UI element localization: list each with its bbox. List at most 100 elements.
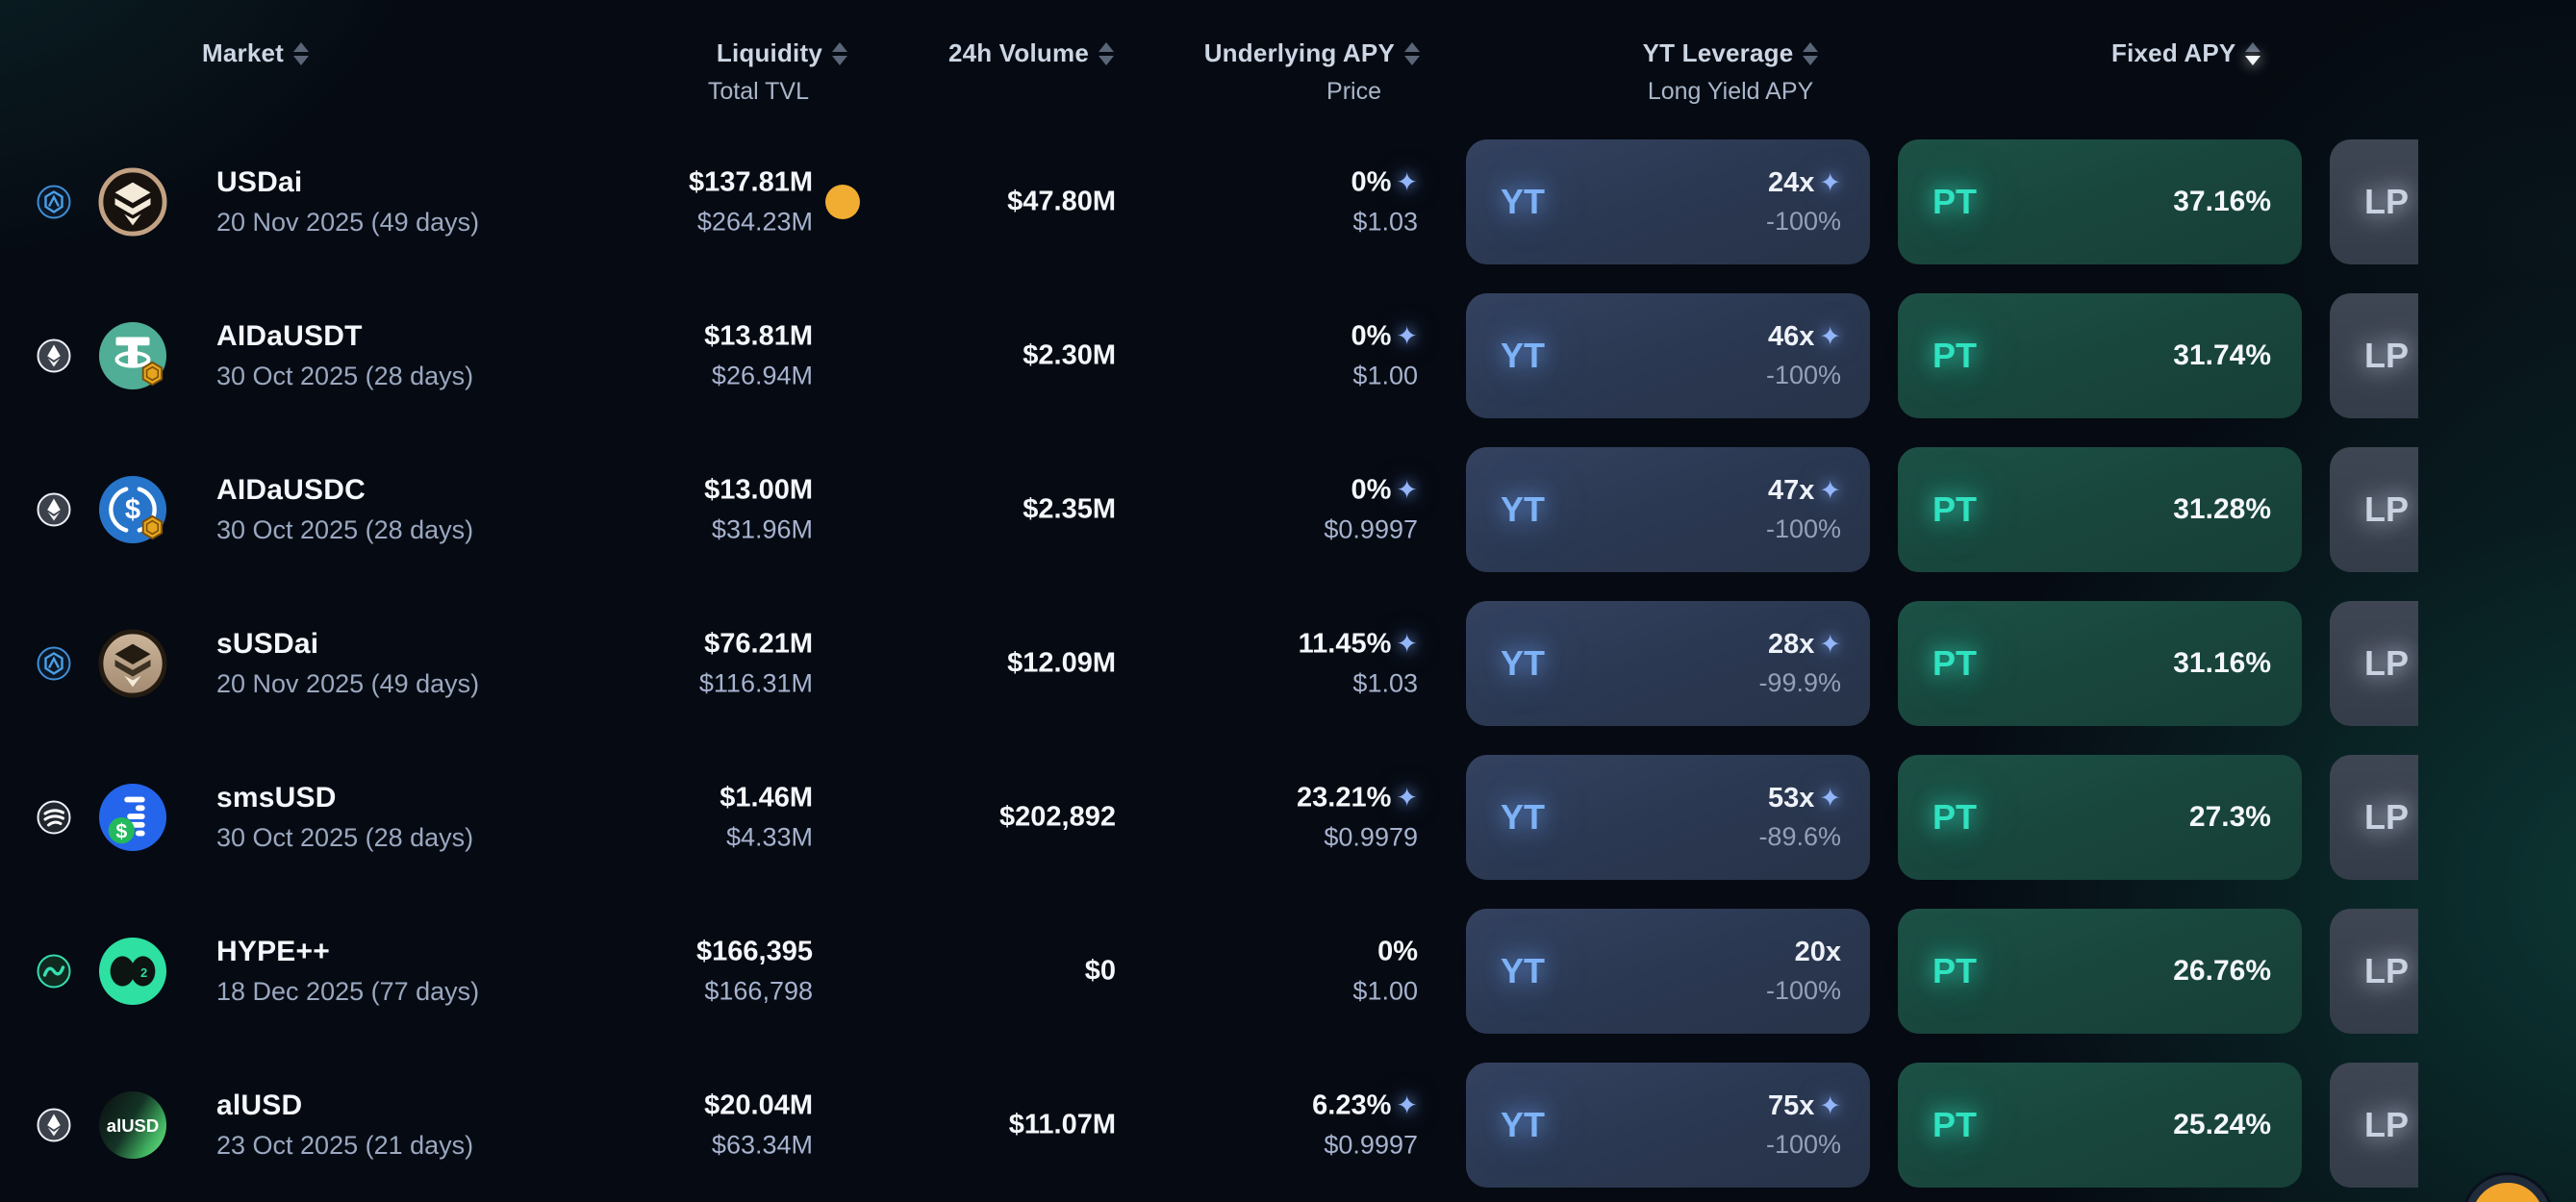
market-name-cell: alUSD 23 Oct 2025 (21 days) bbox=[216, 1089, 473, 1161]
sort-icon[interactable] bbox=[293, 41, 310, 65]
yt-card[interactable]: YT 24x ✦ -100% bbox=[1466, 139, 1870, 264]
market-maturity: 30 Oct 2025 (28 days) bbox=[216, 515, 474, 544]
total-tvl-value: $26.94M bbox=[711, 361, 813, 390]
market-row[interactable]: USDai 20 Nov 2025 (49 days) $137.81M $26… bbox=[0, 125, 2418, 279]
pt-card[interactable]: PT 27.3% bbox=[1898, 755, 2302, 880]
pt-tag: PT bbox=[1932, 489, 1978, 529]
apy-sparkle-icon: ✦ bbox=[1396, 475, 1418, 505]
yt-card[interactable]: YT 47x ✦ -100% bbox=[1466, 447, 1870, 572]
lp-card[interactable]: LP bbox=[2330, 909, 2418, 1034]
market-column-label[interactable]: Market bbox=[202, 38, 285, 67]
market-row[interactable]: AIDaUSDT 30 Oct 2025 (28 days) $13.81M $… bbox=[0, 279, 2418, 433]
sort-icon[interactable] bbox=[832, 41, 847, 65]
long-yield-apy-value: -100% bbox=[1765, 361, 1841, 389]
yt-leverage-value: 47x ✦ bbox=[1767, 475, 1841, 506]
lp-card[interactable]: LP bbox=[2330, 139, 2418, 264]
yt-values: 46x ✦ -100% bbox=[1766, 321, 1841, 390]
volume-value: $47.80M bbox=[1007, 186, 1116, 217]
column-header-fixed-apy: Fixed APY bbox=[2111, 38, 2261, 68]
market-row[interactable]: alUSD alUSD 23 Oct 2025 (21 days) $20.04… bbox=[0, 1048, 2418, 1202]
lp-tag: LP bbox=[2364, 182, 2410, 221]
fixed-apy-value: 31.28% bbox=[2173, 493, 2271, 525]
yt-card[interactable]: YT 28x ✦ -99.9% bbox=[1466, 601, 1870, 726]
liquidity-cell: $13.81M $26.94M bbox=[704, 321, 813, 391]
volume-value: $202,892 bbox=[999, 801, 1116, 833]
lp-card[interactable]: LP bbox=[2330, 601, 2418, 726]
underlying-apy-value: 6.23% ✦ bbox=[1312, 1089, 1418, 1121]
lp-tag: LP bbox=[2364, 1105, 2410, 1144]
liquidity-column-label[interactable]: Liquidity bbox=[716, 38, 822, 67]
yt-card[interactable]: YT 75x ✦ -100% bbox=[1466, 1063, 1870, 1188]
support-chat-button[interactable] bbox=[2464, 1175, 2551, 1202]
yt-card[interactable]: YT 53x ✦ -89.6% bbox=[1466, 755, 1870, 880]
lp-card[interactable]: LP bbox=[2330, 293, 2418, 418]
market-maturity: 20 Nov 2025 (49 days) bbox=[216, 669, 480, 698]
column-header-volume: 24h Volume bbox=[948, 38, 1114, 68]
volume-cell: $202,892 bbox=[999, 802, 1116, 834]
fixed-apy-column-label[interactable]: Fixed APY bbox=[2111, 38, 2236, 67]
pt-card[interactable]: PT 31.16% bbox=[1898, 601, 2302, 726]
volume-value: $11.07M bbox=[1008, 1109, 1116, 1140]
long-yield-apy-value: -89.6% bbox=[1758, 822, 1841, 851]
market-row[interactable]: sUSDai 20 Nov 2025 (49 days) $76.21M $11… bbox=[0, 587, 2418, 740]
yt-card[interactable]: YT 46x ✦ -100% bbox=[1466, 293, 1870, 418]
yt-card[interactable]: YT 20x✦ -100% bbox=[1466, 909, 1870, 1034]
svg-text:alUSD: alUSD bbox=[107, 1115, 159, 1136]
sort-icon-active[interactable] bbox=[2245, 41, 2261, 65]
hype-token-icon: 2 bbox=[98, 937, 167, 1006]
pt-card[interactable]: PT 26.76% bbox=[1898, 909, 2302, 1034]
fixed-apy-value: 31.16% bbox=[2173, 647, 2271, 679]
market-maturity: 30 Oct 2025 (28 days) bbox=[216, 823, 474, 852]
underlying-apy-value: 0%✦ bbox=[1351, 166, 1418, 198]
price-value: $1.00 bbox=[1352, 976, 1418, 1006]
smsusd-token-icon: $ bbox=[98, 783, 167, 852]
alusd-token-icon: alUSD bbox=[98, 1090, 167, 1160]
yt-tag: YT bbox=[1501, 182, 1546, 221]
pt-tag: PT bbox=[1932, 182, 1978, 221]
market-row[interactable]: 2 HYPE++ 18 Dec 2025 (77 days) $166,395 … bbox=[0, 894, 2418, 1048]
sort-icon[interactable] bbox=[1404, 41, 1420, 65]
volume-value: $2.35M bbox=[1023, 493, 1116, 525]
underlying-apy-value: 0%✦ bbox=[1377, 936, 1418, 967]
pt-card[interactable]: PT 37.16% bbox=[1898, 139, 2302, 264]
market-row[interactable]: $ AIDaUSDC 30 Oct 2025 (28 days) $13.00M… bbox=[0, 433, 2418, 587]
pt-card[interactable]: PT 31.74% bbox=[1898, 293, 2302, 418]
hyperliquid-chain-icon bbox=[37, 954, 71, 989]
yt-tag: YT bbox=[1501, 643, 1546, 683]
market-row[interactable]: $ smsUSD 30 Oct 2025 (28 days) $1.46M $4… bbox=[0, 740, 2418, 894]
total-tvl-value: $31.96M bbox=[711, 514, 813, 544]
liquidity-cell: $137.81M $264.23M bbox=[689, 167, 813, 238]
ausdt-token-icon bbox=[98, 321, 167, 390]
volume-column-label[interactable]: 24h Volume bbox=[947, 38, 1089, 67]
pt-tag: PT bbox=[1932, 1105, 1978, 1144]
yt-leverage-column-label[interactable]: YT Leverage bbox=[1642, 38, 1794, 67]
underlying-apy-cell: 6.23% ✦ $0.9997 bbox=[1312, 1090, 1418, 1161]
underlying-apy-value: 0%✦ bbox=[1351, 320, 1418, 352]
column-header-liquidity: Liquidity Total TVL bbox=[708, 38, 847, 106]
lp-card[interactable]: LP bbox=[2330, 1063, 2418, 1188]
yt-values: 24x ✦ -100% bbox=[1766, 167, 1841, 237]
volume-cell: $0 bbox=[1085, 956, 1116, 988]
liquidity-cell: $76.21M $116.31M bbox=[699, 629, 813, 699]
liquidity-value: $20.04M bbox=[704, 1089, 813, 1121]
pt-card[interactable]: PT 25.24% bbox=[1898, 1063, 2302, 1188]
liquidity-value: $13.00M bbox=[704, 474, 813, 506]
lp-card[interactable]: LP bbox=[2330, 447, 2418, 572]
lp-card[interactable]: LP bbox=[2330, 755, 2418, 880]
sort-icon[interactable] bbox=[1099, 41, 1114, 65]
column-header-yt-leverage: YT Leverage Long Yield APY bbox=[1591, 38, 1870, 106]
total-tvl-column-sublabel: Total TVL bbox=[707, 78, 809, 105]
underlying-apy-column-label[interactable]: Underlying APY bbox=[1203, 38, 1395, 67]
total-tvl-value: $264.23M bbox=[696, 207, 813, 237]
price-value: $1.03 bbox=[1352, 207, 1418, 237]
yt-tag: YT bbox=[1501, 951, 1546, 990]
liquidity-highlight-dot bbox=[825, 185, 860, 219]
sort-icon[interactable] bbox=[1803, 41, 1819, 65]
market-name: AIDaUSDT bbox=[216, 320, 363, 352]
pt-card[interactable]: PT 31.28% bbox=[1898, 447, 2302, 572]
total-tvl-value: $63.34M bbox=[711, 1130, 813, 1160]
total-tvl-value: $116.31M bbox=[698, 668, 813, 698]
long-yield-apy-column-sublabel: Long Yield APY bbox=[1647, 78, 1814, 105]
column-header-underlying-apy: Underlying APY Price bbox=[1204, 38, 1420, 106]
fixed-apy-value: 37.16% bbox=[2173, 186, 2271, 217]
